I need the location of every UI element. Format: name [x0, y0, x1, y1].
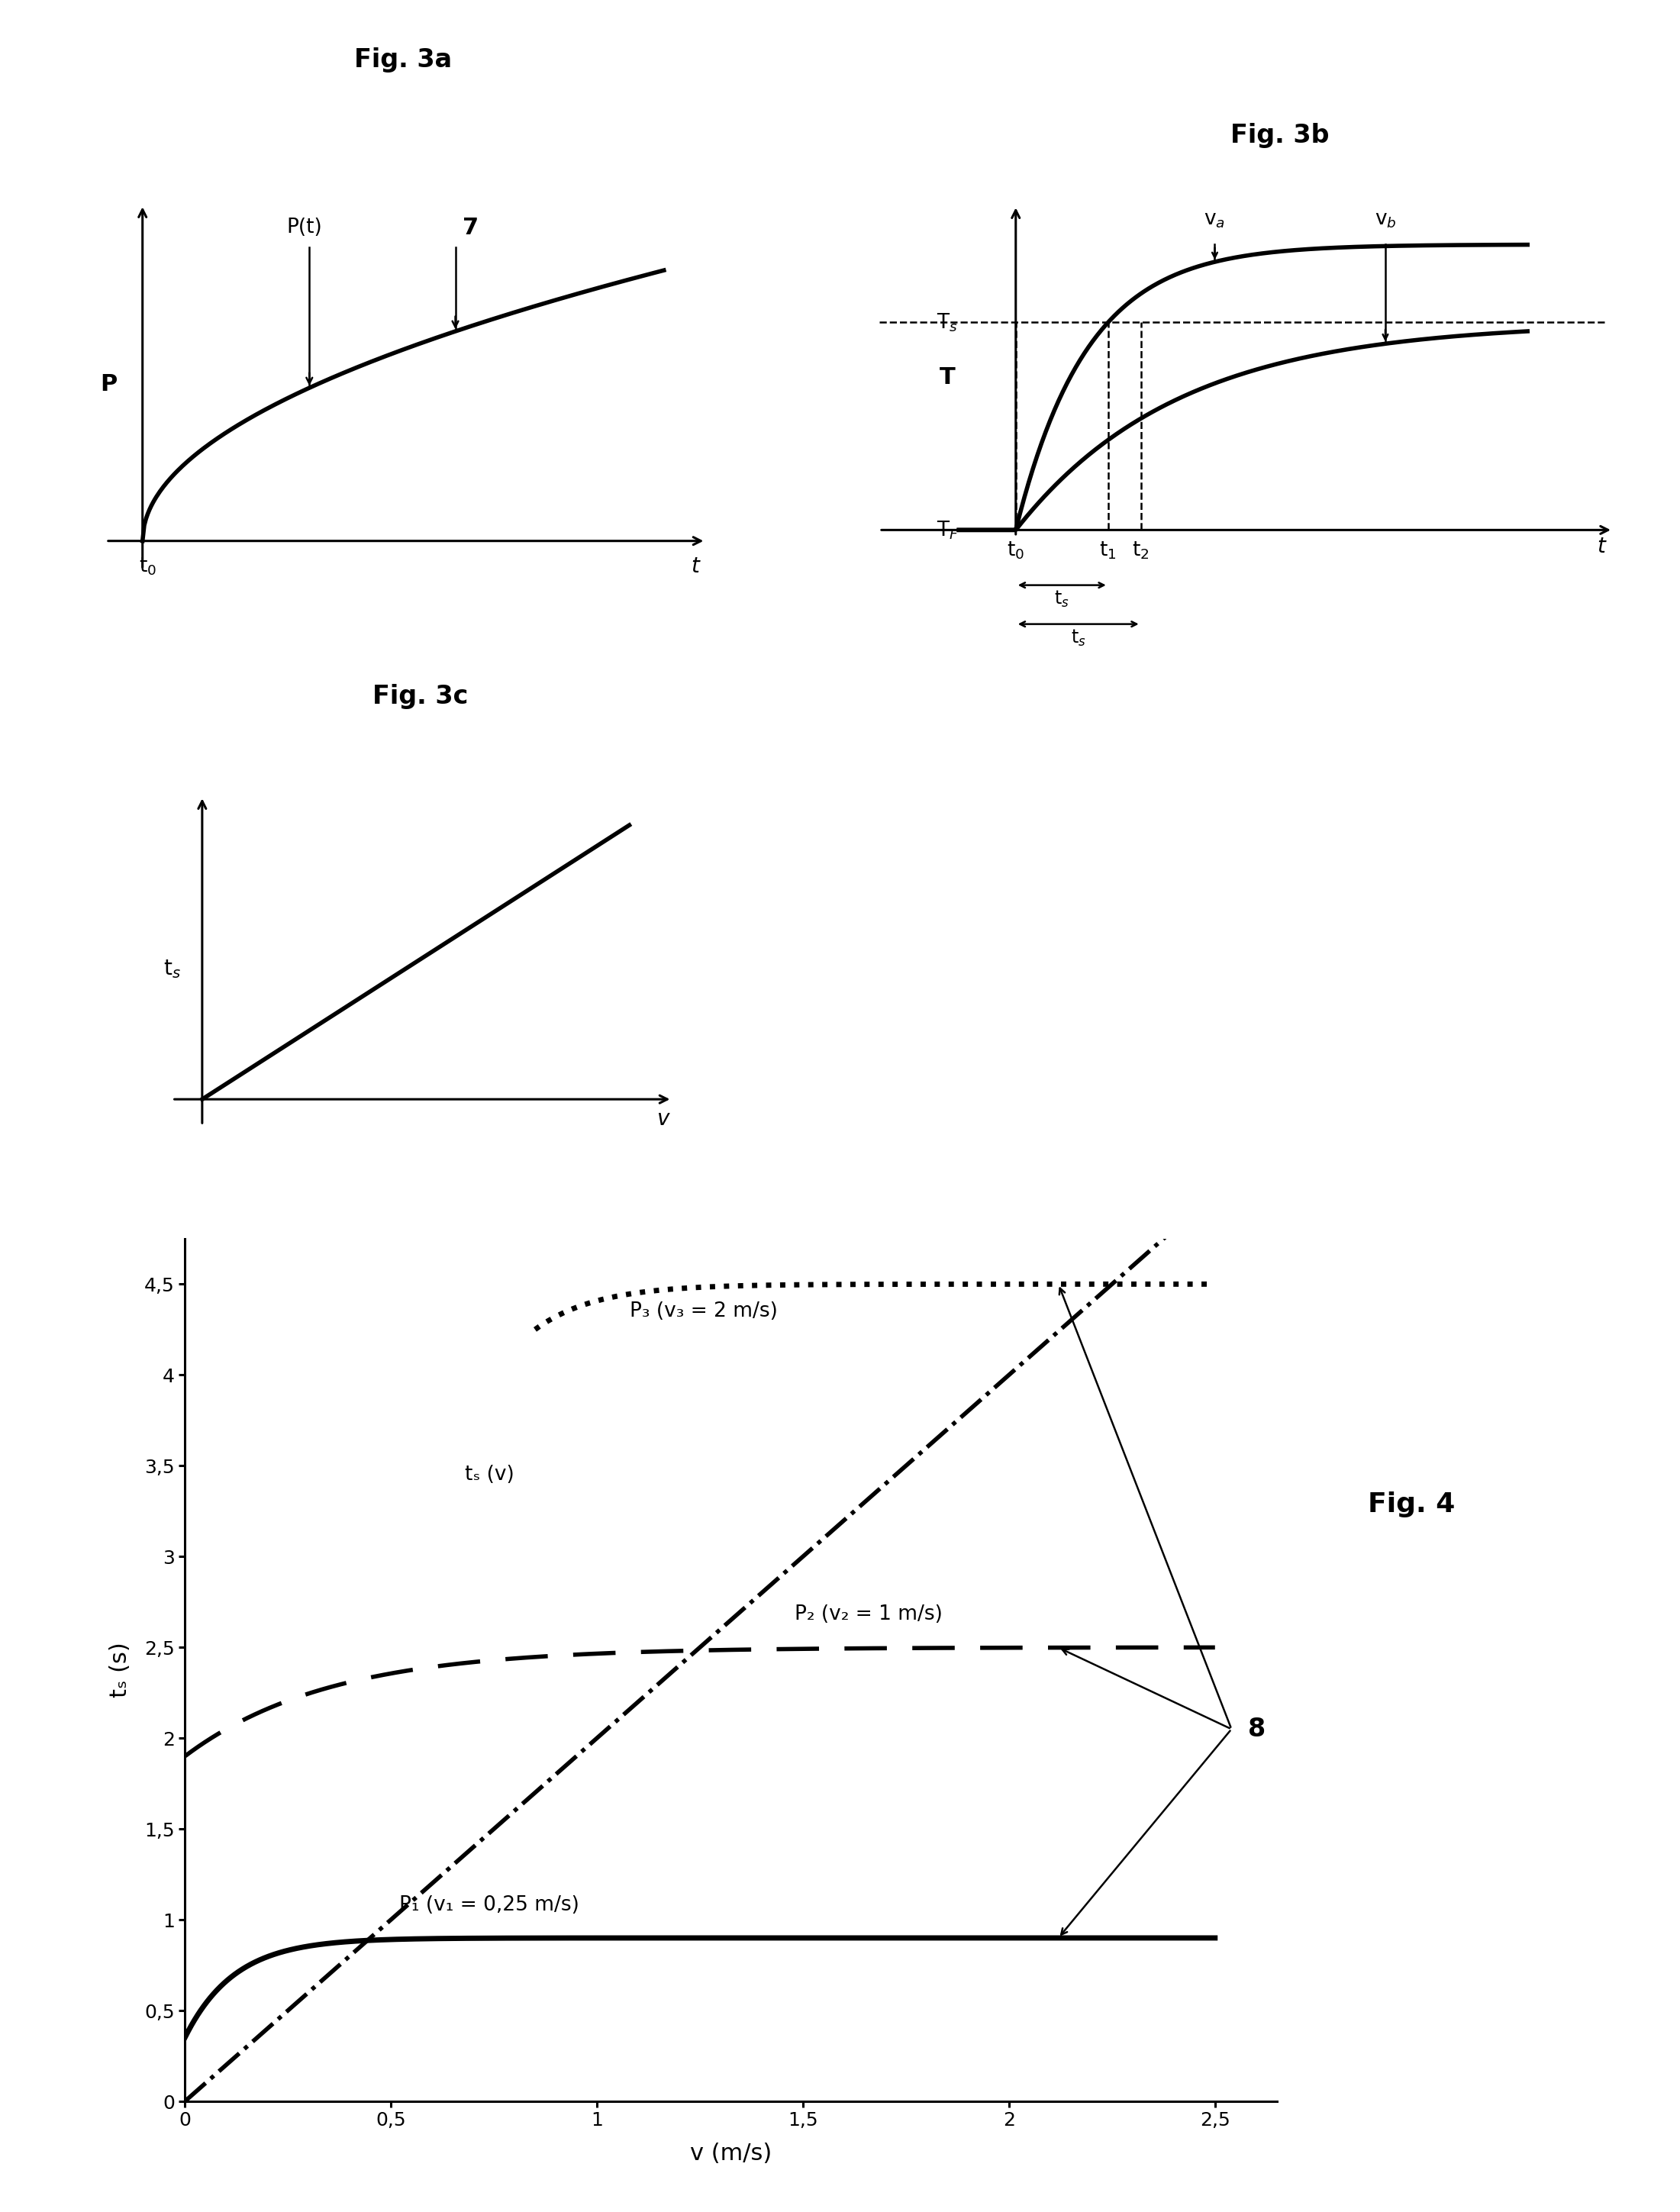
Text: v: v [657, 1108, 670, 1130]
Text: T$_F$: T$_F$ [936, 520, 959, 542]
Text: t$_0$: t$_0$ [1006, 540, 1025, 562]
Text: P: P [101, 374, 118, 396]
Text: Fig. 4: Fig. 4 [1368, 1491, 1455, 1517]
Text: t$_s$: t$_s$ [1070, 628, 1085, 648]
Text: t: t [690, 555, 699, 577]
Text: P₃ (v₃ = 2 m/s): P₃ (v₃ = 2 m/s) [630, 1301, 778, 1321]
Text: t$_0$: t$_0$ [139, 555, 156, 577]
X-axis label: v (m/s): v (m/s) [690, 2143, 771, 2166]
Text: T$_s$: T$_s$ [937, 312, 958, 334]
Text: tₛ (v): tₛ (v) [465, 1464, 514, 1484]
Text: t$_1$: t$_1$ [1099, 540, 1117, 562]
Text: 7: 7 [464, 217, 479, 239]
Text: Fig. 3a: Fig. 3a [354, 46, 452, 73]
Text: Fig. 3c: Fig. 3c [373, 684, 467, 710]
Text: Fig. 3b: Fig. 3b [1231, 124, 1329, 148]
Text: P₁ (v₁ = 0,25 m/s): P₁ (v₁ = 0,25 m/s) [400, 1896, 580, 1916]
Text: t$_2$: t$_2$ [1132, 540, 1149, 562]
Text: 8: 8 [1248, 1717, 1265, 1741]
Text: t$_s$: t$_s$ [1055, 588, 1070, 608]
Text: T: T [939, 367, 956, 389]
Text: P(t): P(t) [286, 217, 323, 237]
Text: t: t [1598, 535, 1606, 557]
Y-axis label: tₛ (s): tₛ (s) [109, 1641, 131, 1699]
Text: t$_s$: t$_s$ [163, 958, 181, 980]
Text: v$_b$: v$_b$ [1374, 210, 1396, 230]
Text: v$_a$: v$_a$ [1205, 210, 1225, 230]
Text: P₂ (v₂ = 1 m/s): P₂ (v₂ = 1 m/s) [795, 1604, 942, 1624]
